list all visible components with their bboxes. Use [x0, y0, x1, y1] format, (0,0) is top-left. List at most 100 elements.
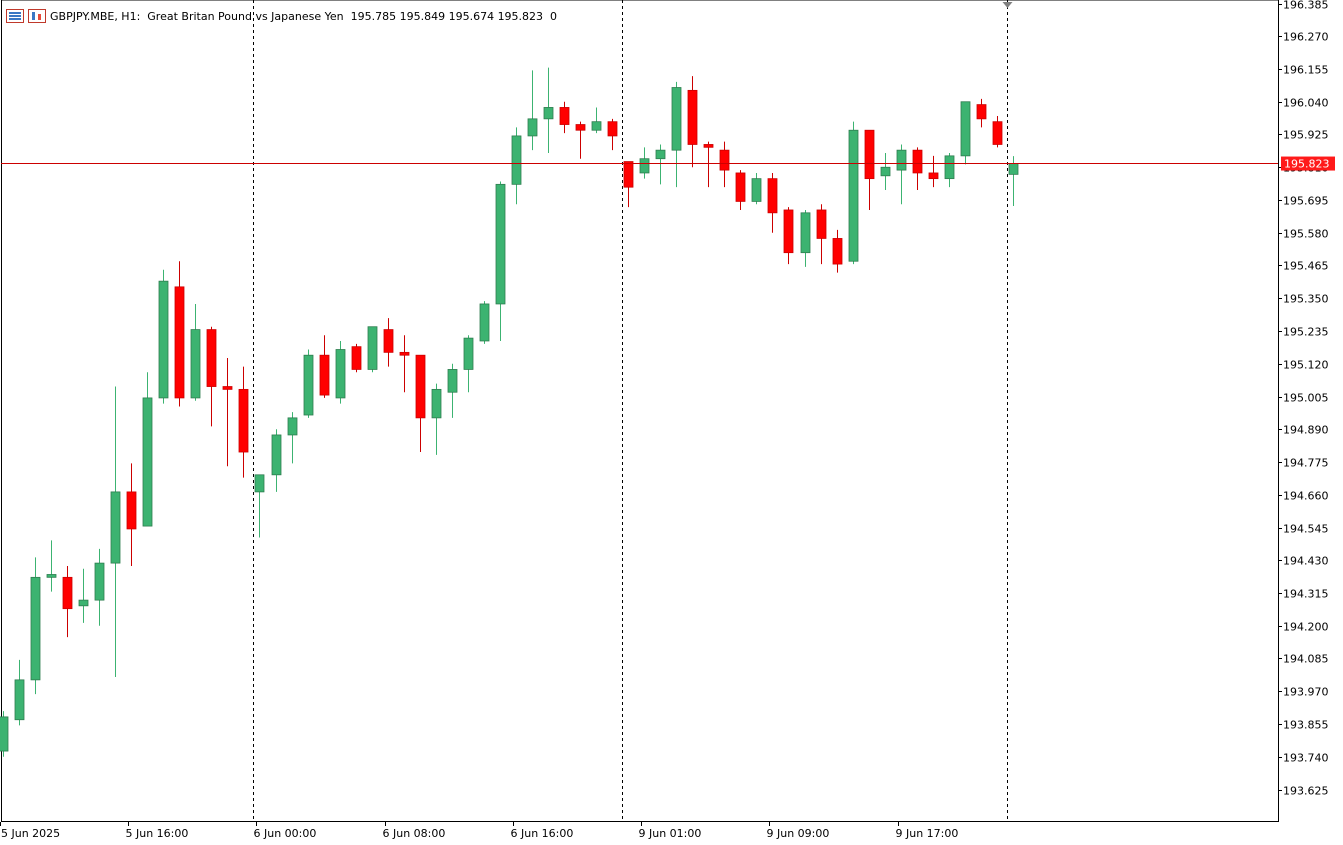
candle-body — [62, 576, 73, 610]
candle-body — [271, 434, 282, 476]
candle-body — [222, 386, 233, 390]
candle-body — [960, 101, 971, 157]
candle-body — [303, 354, 314, 416]
candle-body — [206, 329, 217, 387]
y-tick-label: 195.695 — [1283, 195, 1329, 208]
y-tick-label: 196.270 — [1283, 31, 1329, 44]
candle-body — [190, 329, 201, 399]
y-tick-label: 195.580 — [1283, 228, 1329, 241]
chart-menu-icon[interactable] — [6, 9, 24, 23]
y-tick-label: 193.970 — [1283, 686, 1329, 699]
candle-body — [655, 149, 666, 160]
candle-body — [174, 286, 185, 399]
candle-body — [367, 326, 378, 370]
candle-body — [543, 107, 554, 120]
candle-body — [735, 172, 746, 202]
candle-body — [463, 337, 474, 370]
candle-body — [864, 129, 875, 180]
candle-body — [623, 161, 634, 188]
y-tick-label: 196.385 — [1283, 0, 1329, 12]
x-tick-label: 6 Jun 16:00 — [511, 827, 574, 840]
candle-body — [254, 474, 265, 493]
candle-body — [751, 178, 762, 202]
y-tick-label: 195.120 — [1283, 359, 1329, 372]
candle-body — [46, 574, 57, 578]
candle-body — [928, 172, 939, 180]
candle-body — [591, 121, 602, 131]
candle-body — [527, 118, 538, 137]
candle-body — [287, 417, 298, 436]
candle-body — [351, 346, 362, 370]
y-tick-label: 195.925 — [1283, 129, 1329, 142]
y-tick-label: 194.545 — [1283, 523, 1329, 536]
candle-body — [671, 87, 682, 151]
candle-body — [14, 679, 25, 721]
candle-body — [238, 388, 249, 453]
candle-body — [832, 238, 843, 265]
candle-body — [0, 716, 9, 752]
candle-body — [880, 166, 891, 177]
candle-body — [559, 107, 570, 125]
candle-body — [78, 599, 89, 607]
candle-body — [399, 351, 410, 356]
candle-body — [415, 354, 426, 419]
candle-body — [447, 369, 458, 393]
candle-body — [431, 388, 442, 419]
chart-header: GBPJPY.MBE, H1: Great Britan Pound vs Ja… — [6, 8, 557, 24]
y-tick-label: 195.005 — [1283, 392, 1329, 405]
candle-body — [575, 124, 586, 131]
symbol-info-text: GBPJPY.MBE, H1: Great Britan Pound vs Ja… — [50, 9, 558, 23]
y-tick-label: 194.315 — [1283, 588, 1329, 601]
y-tick-label: 193.625 — [1283, 785, 1329, 798]
candle-body — [719, 149, 730, 171]
x-tick-label: 6 Jun 08:00 — [383, 827, 446, 840]
candle-body — [767, 178, 778, 214]
x-tick-label: 9 Jun 01:00 — [639, 827, 702, 840]
candle-body — [896, 149, 907, 171]
candle-body — [912, 149, 923, 174]
candle-body — [800, 212, 811, 254]
y-tick-label: 194.430 — [1283, 555, 1329, 568]
y-tick-label: 194.660 — [1283, 490, 1329, 503]
x-tick-label: 5 Jun 2025 — [1, 827, 60, 840]
candle-body — [335, 349, 346, 399]
candle-body — [319, 354, 330, 396]
y-tick-label: 194.775 — [1283, 457, 1329, 470]
y-tick-label: 195.235 — [1283, 326, 1329, 339]
plot-frame — [1, 0, 1279, 822]
price-label-bg — [1281, 156, 1335, 171]
candle-body — [511, 135, 522, 185]
x-tick-label: 5 Jun 16:00 — [126, 827, 189, 840]
candle-body — [30, 576, 41, 681]
y-tick-label: 196.040 — [1283, 97, 1329, 110]
candle-body — [976, 104, 987, 120]
candle-body — [495, 183, 506, 305]
candle-body — [992, 121, 1003, 145]
candle-body — [783, 209, 794, 254]
candle-body — [703, 144, 714, 148]
candle-body — [142, 397, 153, 527]
y-tick-label: 196.155 — [1283, 64, 1329, 77]
x-tick-label: 9 Jun 17:00 — [896, 827, 959, 840]
y-tick-label: 193.740 — [1283, 752, 1329, 765]
candle-body — [94, 562, 105, 601]
y-tick-label: 195.350 — [1283, 293, 1329, 306]
candle-chart-icon[interactable] — [28, 9, 46, 23]
candle-body — [126, 491, 137, 530]
y-tick-label: 195.465 — [1283, 260, 1329, 273]
candle-body — [639, 158, 650, 174]
candle-body — [1008, 163, 1019, 175]
y-tick-label: 194.200 — [1283, 621, 1329, 634]
candle-body — [110, 491, 121, 564]
price-label: 195.823 — [1284, 158, 1330, 171]
candle-body — [944, 155, 955, 180]
candles-group — [0, 67, 1019, 757]
candle-body — [687, 89, 698, 145]
candle-body — [158, 280, 169, 399]
candle-body — [383, 329, 394, 353]
x-tick-label: 9 Jun 09:00 — [767, 827, 830, 840]
y-tick-label: 194.085 — [1283, 653, 1329, 666]
candle-body — [607, 121, 618, 137]
